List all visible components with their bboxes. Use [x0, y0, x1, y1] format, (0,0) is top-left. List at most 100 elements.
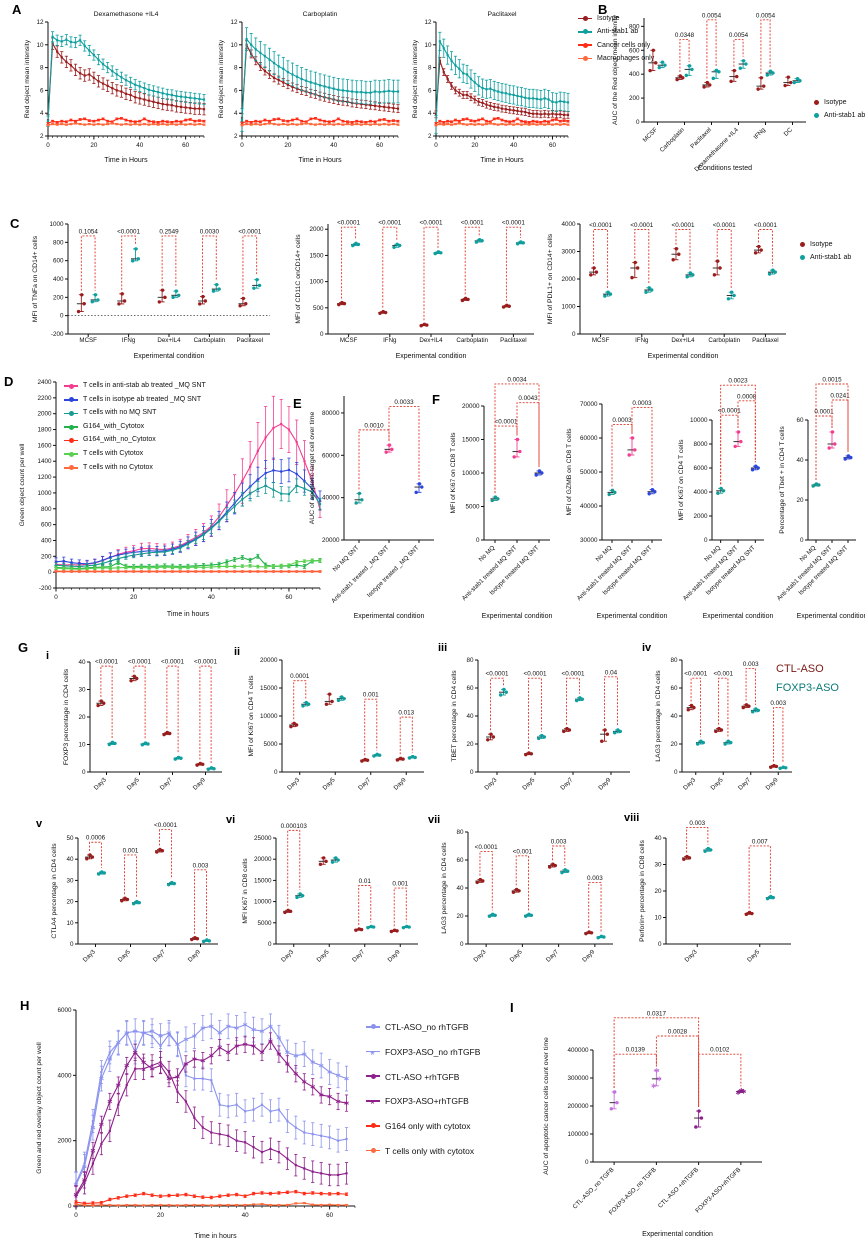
panel-label-a: A	[12, 2, 22, 17]
legend-marker-icon	[64, 465, 78, 470]
legend-marker-icon	[366, 1123, 380, 1128]
svg-text:Paclitaxel: Paclitaxel	[237, 337, 263, 344]
svg-text:5000: 5000	[263, 741, 278, 748]
svg-text:MFI of CD11C onCD14+ cells: MFI of CD11C onCD14+ cells	[295, 234, 302, 324]
svg-text:Conditions tested: Conditions tested	[698, 165, 752, 172]
svg-text:MFI Ki67 in CD8 cells: MFI Ki67 in CD8 cells	[242, 858, 249, 924]
svg-text:Time in Hours: Time in Hours	[298, 157, 342, 164]
svg-text:LAG3 percentage in CD4 cells: LAG3 percentage in CD4 cells	[655, 670, 662, 762]
svg-text:Day7: Day7	[737, 776, 753, 792]
svg-text:Day3: Day3	[93, 776, 109, 792]
panel-g-chart-foxp3: 0 10 20 30 40 Day3 Day5 Day7 Day9 <0.0001 <0.0001 <…	[63, 659, 222, 792]
svg-text:12: 12	[230, 19, 238, 26]
svg-text:200: 200	[629, 95, 640, 102]
svg-text:Day9: Day9	[597, 776, 613, 792]
svg-text:8: 8	[234, 65, 238, 72]
svg-text:20: 20	[466, 741, 474, 748]
panel-g-chart-tbet: 0 20 40 60 80 Day3 Day5 Day7 Day9 <0.0001 <0.0001 <…	[451, 657, 630, 792]
svg-text:0.0033: 0.0033	[394, 399, 414, 406]
svg-text:0.0030: 0.0030	[200, 228, 220, 235]
svg-text:No MQ: No MQ	[595, 544, 614, 563]
legend-marker-icon	[366, 1148, 380, 1153]
svg-text:<0.0001: <0.0001	[495, 419, 518, 426]
svg-text:15000: 15000	[462, 437, 480, 444]
svg-text:Day9: Day9	[392, 776, 408, 792]
svg-text:1500: 1500	[309, 252, 324, 259]
svg-text:40: 40	[330, 142, 338, 149]
svg-text:80: 80	[456, 829, 464, 836]
svg-text:50000: 50000	[580, 469, 598, 476]
svg-text:40: 40	[796, 457, 804, 464]
svg-text:0.001: 0.001	[123, 847, 139, 854]
svg-text:4000: 4000	[693, 489, 708, 496]
legend-item: T cells with Cytotox	[64, 448, 206, 462]
panel-g-sublabel-v: v	[36, 818, 43, 830]
svg-text:40000: 40000	[580, 503, 598, 510]
svg-text:MCSF: MCSF	[340, 337, 358, 344]
svg-text:400: 400	[629, 71, 640, 78]
svg-text:0.007: 0.007	[752, 838, 768, 845]
svg-text:<0.0001: <0.0001	[562, 671, 585, 678]
svg-text:Carboplatin: Carboplatin	[194, 337, 226, 344]
svg-text:Green object count per well: Green object count per well	[19, 443, 26, 526]
svg-text:0.0348: 0.0348	[675, 32, 695, 39]
svg-text:<0.0001: <0.0001	[713, 222, 736, 229]
svg-text:20: 20	[670, 741, 678, 748]
svg-text:60: 60	[285, 594, 293, 601]
panel-g-chart-ki67-cd4-days: 0 5000 10000 15000 20000 Day3 Day5 Day7 Day9 0.00…	[248, 657, 424, 792]
svg-text:0: 0	[658, 941, 662, 948]
svg-text:12: 12	[424, 19, 432, 26]
svg-text:40000: 40000	[322, 495, 340, 502]
svg-text:TBET percentage in CD4 cells: TBET percentage in CD4 cells	[451, 670, 458, 762]
svg-text:Day7: Day7	[152, 948, 168, 964]
svg-text:400: 400	[53, 276, 64, 283]
svg-text:60: 60	[670, 685, 678, 692]
svg-text:0.0015: 0.0015	[822, 377, 842, 384]
svg-text:Day3: Day3	[82, 948, 98, 964]
svg-text:0: 0	[82, 769, 86, 776]
legend-item: G164_with_Cytotox	[64, 421, 206, 435]
svg-text:40: 40	[136, 142, 144, 149]
svg-text:0: 0	[636, 119, 640, 126]
svg-text:<0.001: <0.001	[714, 671, 734, 678]
svg-text:0.0003: 0.0003	[612, 417, 632, 424]
svg-text:4: 4	[234, 110, 238, 117]
svg-text:0: 0	[572, 331, 576, 338]
svg-text:200: 200	[41, 553, 52, 560]
svg-text:60: 60	[549, 142, 557, 149]
legend-marker-icon	[578, 16, 592, 21]
legend-item: FOXP3-ASO_no rhTGFB	[366, 1039, 480, 1064]
svg-text:10: 10	[424, 42, 432, 49]
svg-text:60: 60	[182, 142, 190, 149]
legend-marker-icon	[64, 384, 78, 389]
svg-text:2: 2	[234, 133, 238, 140]
legend-marker-icon	[64, 397, 78, 402]
legend-marker-icon	[64, 438, 78, 443]
svg-text:20: 20	[471, 142, 479, 149]
svg-text:Anti-stab1 treated _MQ SNT: Anti-stab1 treated _MQ SNT	[330, 544, 390, 604]
svg-text:Experimental condition: Experimental condition	[396, 353, 467, 360]
svg-text:0: 0	[320, 331, 324, 338]
legend-marker-icon	[64, 424, 78, 429]
svg-text:0: 0	[74, 1212, 78, 1219]
svg-text:0.003: 0.003	[770, 700, 786, 707]
svg-text:20: 20	[654, 888, 662, 895]
panel-label-i: I	[510, 1000, 514, 1015]
panel-d-legend: T cells in anti-stab ab treated _MQ SNT T…	[64, 380, 206, 475]
svg-text:6: 6	[234, 87, 238, 94]
svg-text:20: 20	[796, 497, 804, 504]
svg-text:0.000103: 0.000103	[281, 823, 308, 830]
svg-text:<0.001: <0.001	[513, 848, 533, 855]
legend-marker-icon	[366, 1095, 380, 1114]
svg-text:MFI of Ki67 on CD4 T cells: MFI of Ki67 on CD4 T cells	[678, 439, 685, 521]
svg-text:Day5: Day5	[521, 776, 537, 792]
svg-text:2000: 2000	[561, 276, 576, 283]
svg-text:1200: 1200	[37, 474, 52, 481]
svg-text:2: 2	[40, 133, 44, 140]
svg-text:0.0034: 0.0034	[507, 376, 527, 383]
panel-g-sublabel-iii: iii	[438, 642, 448, 654]
legend-item: Isotype	[814, 96, 865, 109]
